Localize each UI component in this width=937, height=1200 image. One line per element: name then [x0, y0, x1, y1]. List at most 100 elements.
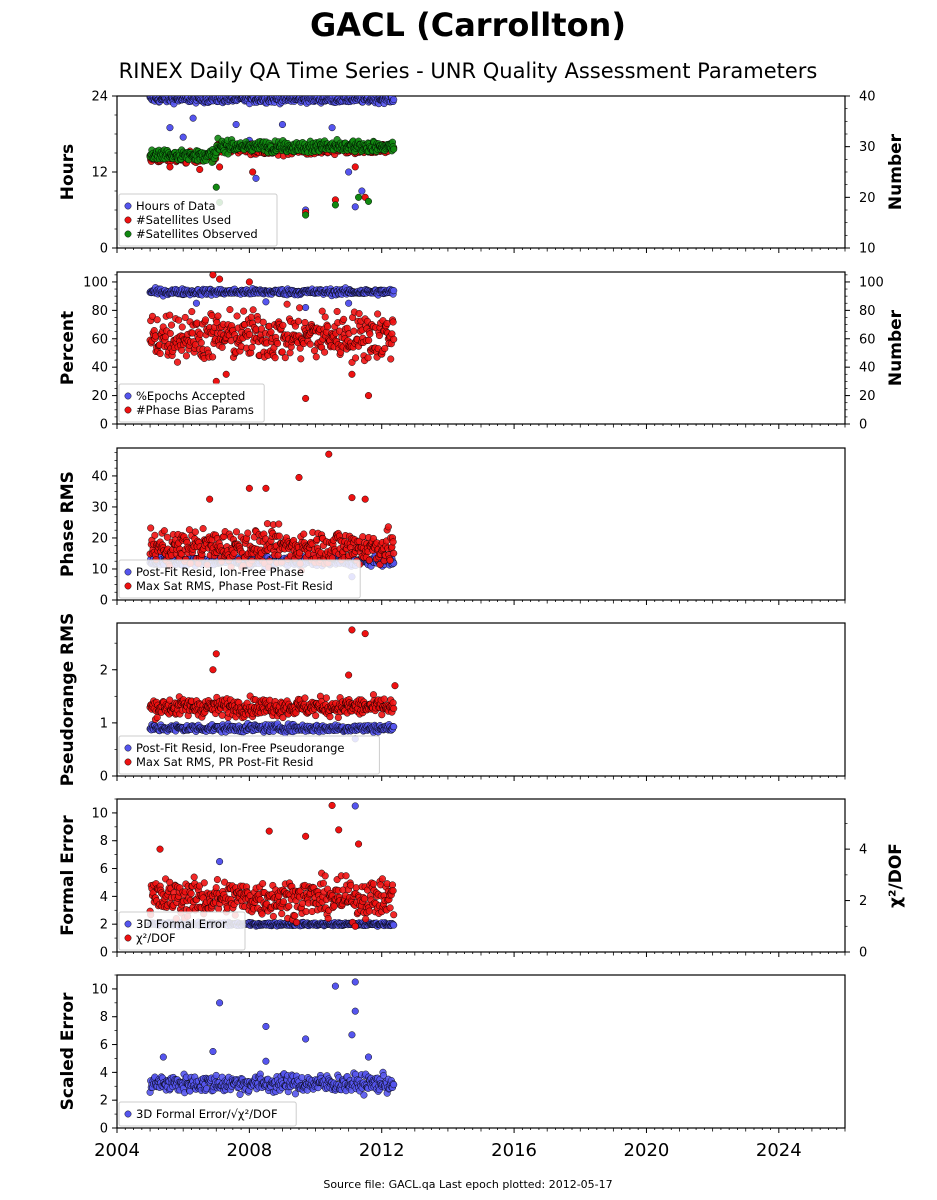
data-point-outlier [355, 193, 363, 201]
data-point [218, 711, 226, 719]
data-point [240, 307, 248, 315]
data-point [312, 712, 320, 720]
legend-marker [124, 568, 132, 576]
data-point [369, 691, 377, 699]
y-axis-label: Phase RMS [58, 471, 78, 577]
data-point-outlier [179, 133, 187, 141]
y-right-tick-label: 100 [859, 275, 884, 290]
legend-marker [124, 202, 132, 210]
data-point-outlier [192, 299, 200, 307]
data-point-outlier [361, 495, 369, 503]
data-point-outlier [364, 197, 373, 205]
y-right-tick-label: 20 [859, 389, 876, 404]
y-tick-label: 0 [100, 242, 108, 257]
data-point-outlier [325, 450, 333, 458]
data-point [312, 353, 320, 361]
data-point [166, 696, 174, 704]
data-point-outlier [345, 168, 353, 176]
y-tick-label: 2 [100, 918, 108, 933]
data-point-outlier [209, 272, 217, 279]
data-point [213, 876, 221, 884]
data-point-outlier [216, 275, 224, 283]
legend-label: Max Sat RMS, PR Post-Fit Resid [136, 755, 313, 769]
data-point [390, 335, 398, 343]
data-point [166, 329, 174, 337]
y-right-tick-label: 2 [859, 894, 867, 909]
data-point [153, 316, 161, 324]
data-point [386, 556, 394, 564]
series-1 [146, 284, 398, 312]
data-point [350, 327, 358, 335]
data-point [226, 306, 234, 314]
data-point [300, 530, 308, 538]
data-point [390, 723, 398, 731]
data-point [306, 340, 314, 348]
data-point-outlier [212, 183, 220, 191]
legend-marker [124, 744, 132, 752]
data-point [160, 527, 168, 535]
panel-3: 0 10 20 30 40 Phase RMS Post-Fit Resid, Ion-Fr… [58, 447, 846, 609]
data-point [352, 354, 360, 362]
data-point-outlier [351, 163, 359, 171]
data-point-outlier [245, 278, 253, 286]
legend: Post-Fit Resid, Ion-Free PseudorangeMax … [118, 735, 380, 775]
data-point [390, 549, 398, 557]
data-point [181, 313, 189, 321]
data-point-outlier [348, 626, 356, 634]
data-point-outlier [358, 187, 366, 195]
panel-2: 0 20 40 60 80 100 0 20 40 60 80 100 Percent Number %Ep… [58, 264, 906, 433]
data-point [173, 358, 182, 366]
data-point [187, 890, 195, 898]
y-axis-label: Pseudorange RMS [58, 613, 78, 787]
data-point-outlier [351, 203, 359, 211]
data-point-outlier [351, 802, 359, 810]
data-point [178, 323, 186, 331]
data-point-outlier [339, 264, 346, 271]
data-point [259, 318, 267, 326]
data-point [247, 313, 255, 321]
legend: Hours of Data#Satellites Used#Satellites… [118, 193, 278, 247]
data-point-outlier [206, 495, 214, 503]
data-point [359, 533, 367, 541]
legend-marker [124, 406, 132, 414]
data-point [381, 344, 389, 353]
data-point [390, 921, 398, 929]
points [146, 96, 398, 219]
data-point [340, 315, 348, 323]
legend-box [118, 383, 265, 423]
data-point [390, 287, 398, 295]
data-point [378, 711, 386, 719]
data-point [156, 349, 164, 358]
data-point-outlier [348, 494, 356, 502]
y-axis-label: Hours [58, 144, 78, 201]
y-tick-label: 6 [100, 862, 108, 877]
y-tick-label: 4 [100, 890, 108, 905]
y-right-tick-label: 60 [859, 332, 876, 347]
data-point [196, 330, 204, 338]
y-right-axis-label: Number [886, 133, 906, 210]
data-point [257, 325, 265, 333]
y-right-tick-label: 10 [859, 242, 876, 257]
y-tick-label: 0 [100, 770, 108, 785]
y-tick-label: 30 [91, 500, 108, 515]
data-point [175, 316, 183, 324]
panel-4: 0 1 2 Pseudorange RMS Post-Fit Resid, Ion-Fr… [58, 613, 846, 787]
data-point-outlier [216, 163, 224, 171]
data-point [191, 528, 199, 536]
data-point [333, 307, 341, 316]
data-point [168, 321, 176, 329]
series-1 [146, 96, 398, 214]
y-tick-label: 2 [100, 663, 108, 678]
data-point [334, 714, 342, 722]
data-point-outlier [331, 201, 339, 209]
data-point [297, 355, 305, 363]
legend-label: #Phase Bias Params [136, 403, 254, 417]
data-point [218, 343, 226, 351]
data-point [384, 523, 392, 531]
y-tick-label: 10 [91, 562, 108, 577]
y-tick-label: 0 [100, 946, 108, 961]
